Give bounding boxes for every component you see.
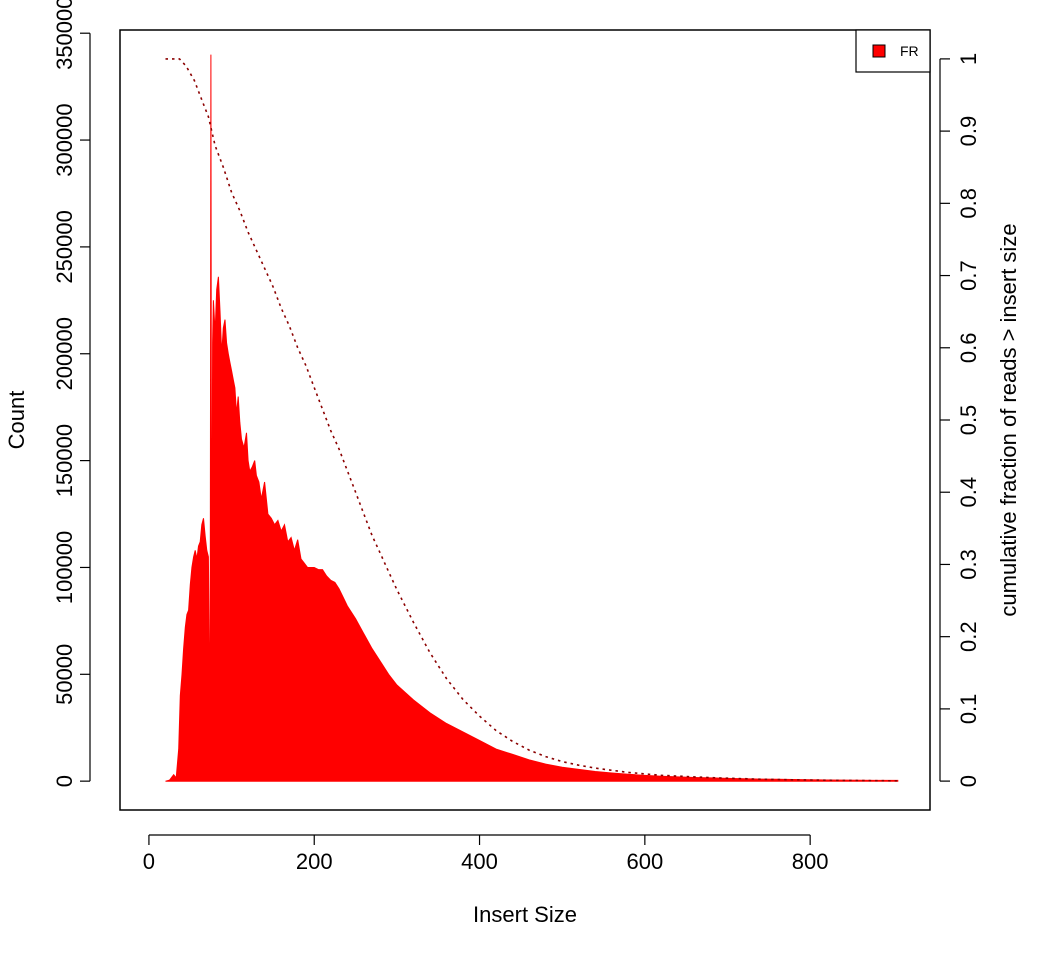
fr-histogram-area: [165, 54, 899, 782]
legend: FR: [855, 29, 931, 73]
y2-tick-label: 0.8: [956, 188, 981, 219]
x-axis-title: Insert Size: [473, 902, 577, 927]
plot-frame: [119, 29, 931, 811]
legend-box: [855, 29, 931, 73]
y-tick-label: 150000: [52, 424, 77, 497]
legend-swatch-fr: [872, 44, 886, 58]
y2-tick-label: 0.2: [956, 621, 981, 652]
legend-label-fr: FR: [900, 43, 919, 59]
y-tick-label: 200000: [52, 317, 77, 390]
x-tick-label: 400: [461, 849, 498, 874]
x-axis: 0 200 400 600 800: [143, 834, 829, 874]
y2-axis-title: cumulative fraction of reads > insert si…: [996, 223, 1021, 616]
y-tick-label: 250000: [52, 210, 77, 283]
y2-tick-label: 0: [956, 775, 981, 787]
fr-histogram-area-layer: [165, 54, 899, 782]
x-tick-label: 800: [792, 849, 829, 874]
y-axis-left: 0 50000 100000 150000 200000 250000 300000 3500…: [52, 0, 91, 787]
y-tick-label: 0: [52, 775, 77, 787]
y-tick-label: 50000: [52, 644, 77, 705]
y-axis-title: Count: [4, 391, 29, 450]
y2-tick-label: 0.3: [956, 549, 981, 580]
y-axis-right: 0 0.1 0.2 0.3 0.4 0.5 0.6 0.7 0.8 0.9 1: [939, 53, 981, 787]
y2-tick-label: 0.1: [956, 694, 981, 725]
y2-tick-label: 0.5: [956, 405, 981, 436]
x-tick-label: 200: [296, 849, 333, 874]
y-tick-label: 100000: [52, 531, 77, 604]
y2-tick-label: 0.7: [956, 260, 981, 291]
y2-tick-label: 0.9: [956, 116, 981, 147]
y-tick-label: 300000: [52, 103, 77, 176]
x-tick-label: 600: [626, 849, 663, 874]
y2-tick-label: 1: [956, 53, 981, 65]
y-tick-label: 350000: [52, 0, 77, 70]
x-tick-label: 0: [143, 849, 155, 874]
y2-tick-label: 0.6: [956, 332, 981, 363]
y2-tick-label: 0.4: [956, 477, 981, 508]
